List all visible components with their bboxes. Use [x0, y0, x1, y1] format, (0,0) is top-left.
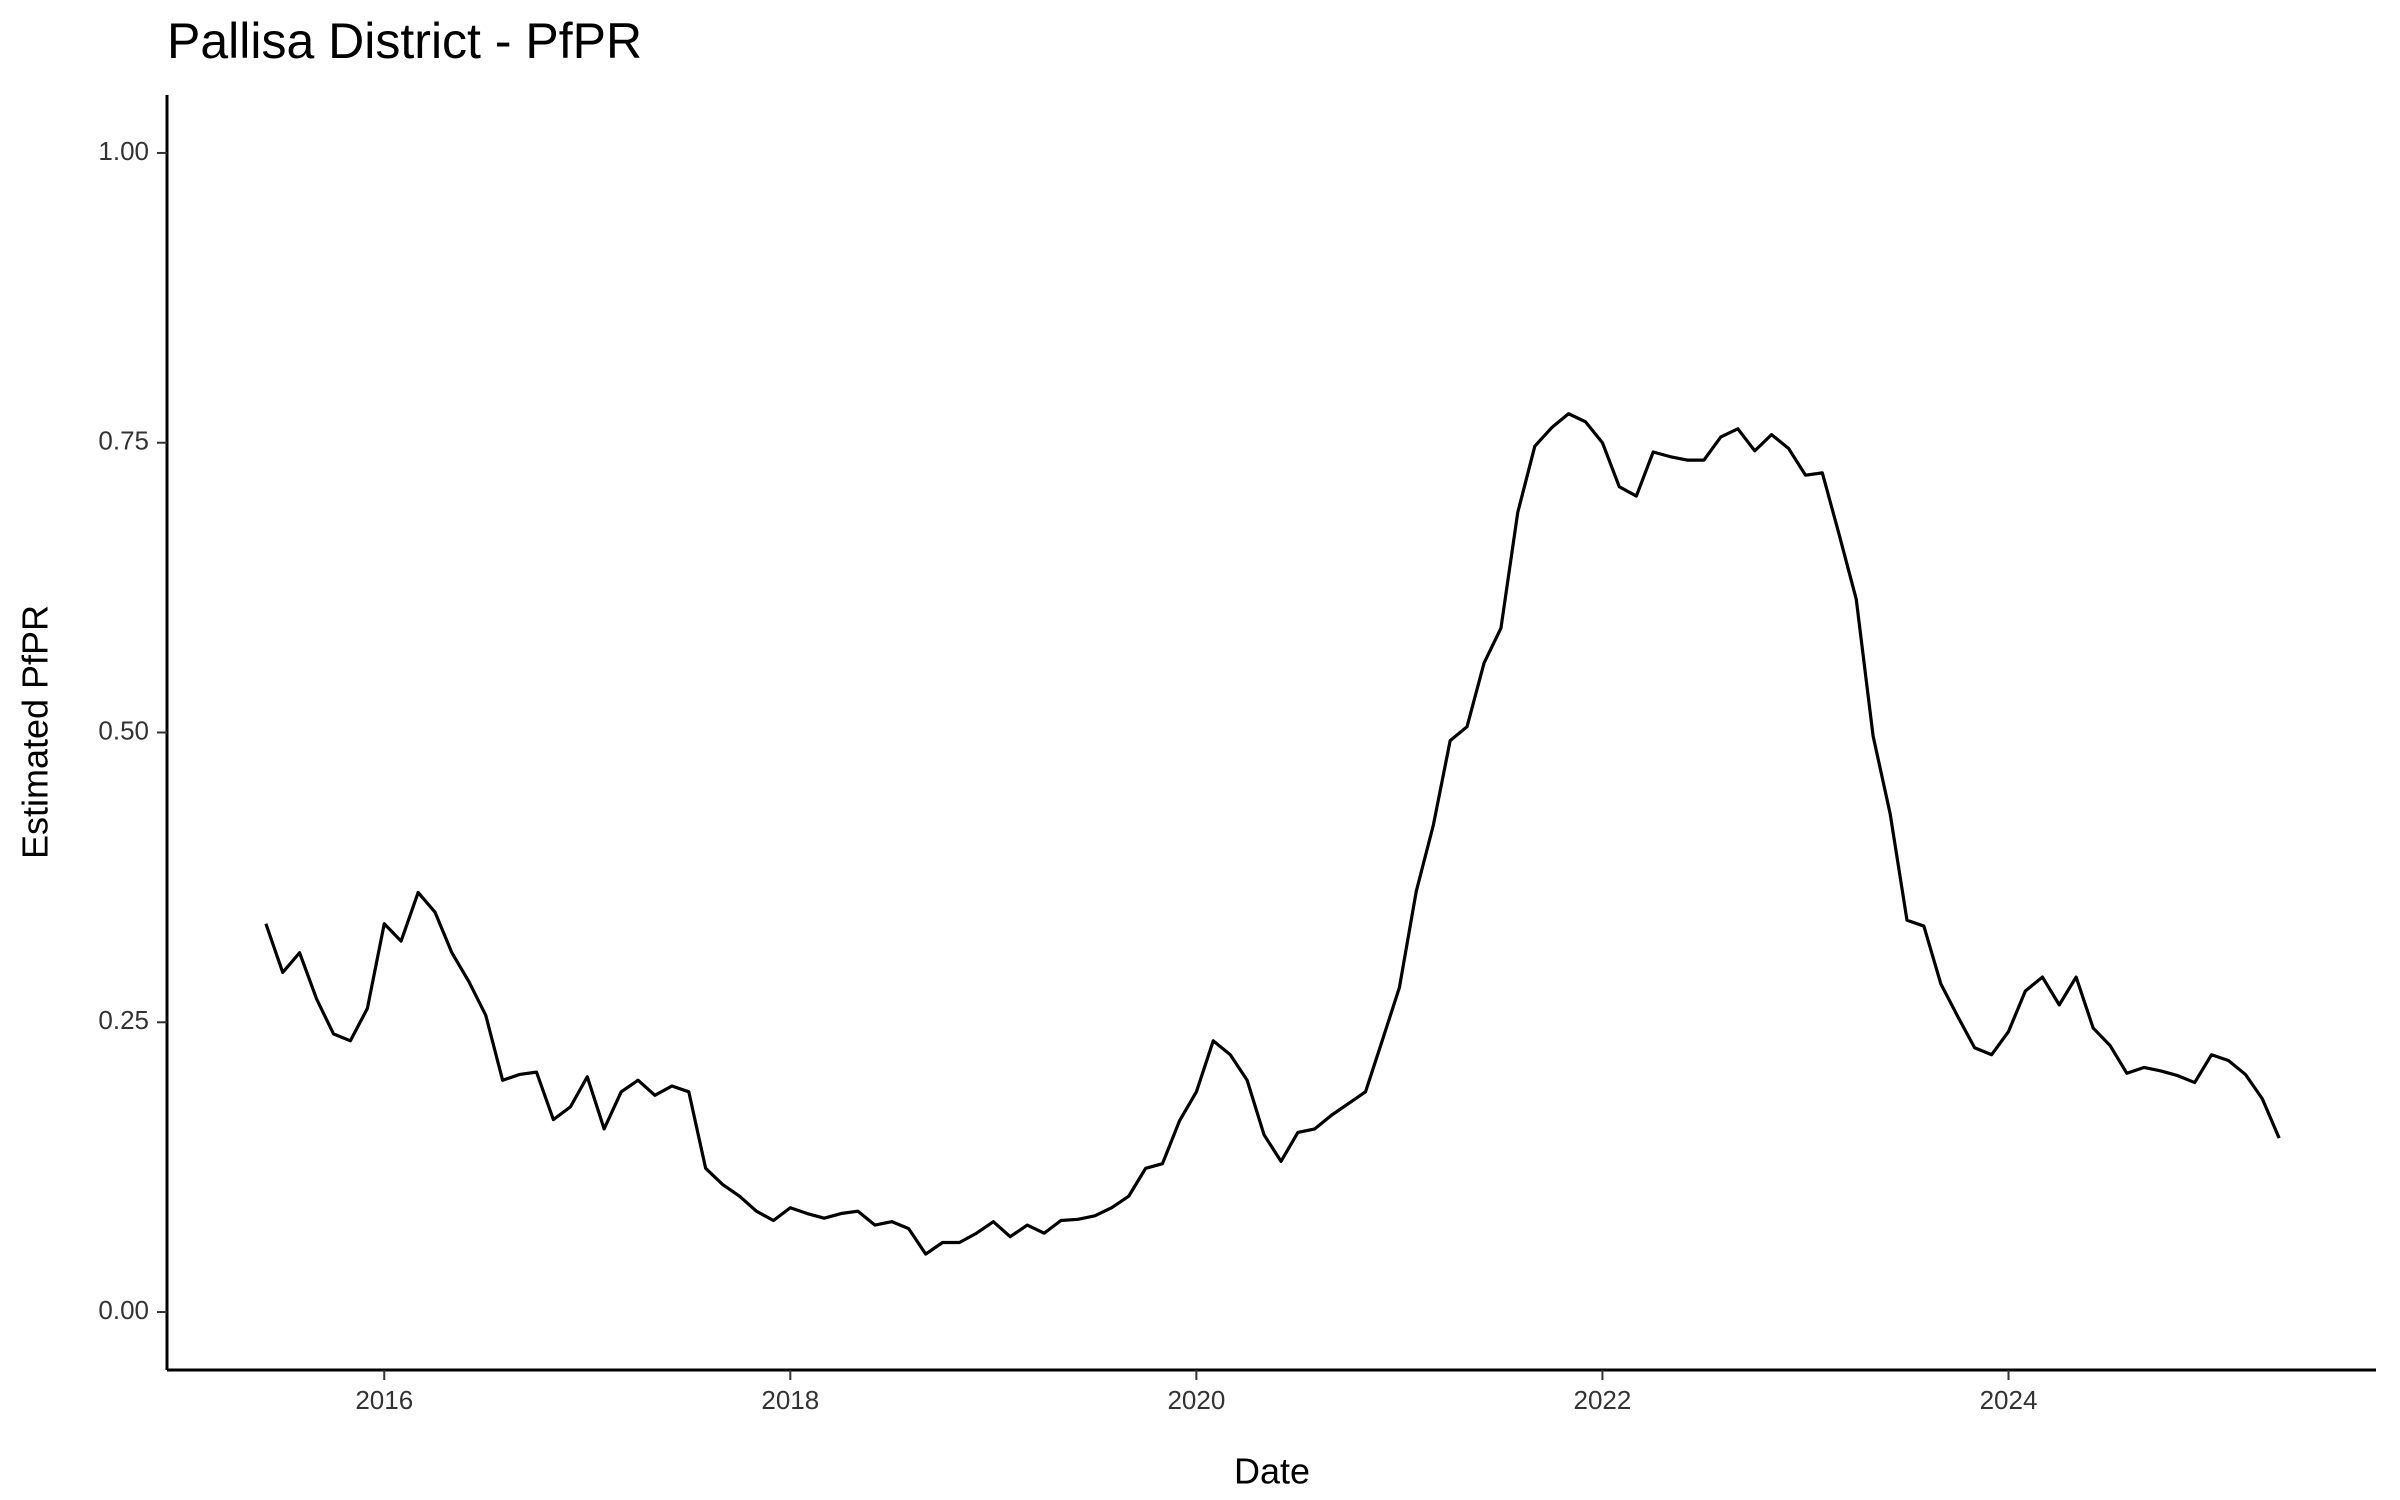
y-tick-label: 0.25: [98, 1005, 149, 1035]
y-tick-label: 1.00: [98, 136, 149, 166]
data-line: [264, 412, 2281, 1256]
y-tick-label: 0.75: [98, 426, 149, 456]
x-tick-label: 2018: [761, 1385, 819, 1415]
x-tick-label: 2024: [1980, 1385, 2038, 1415]
x-tick-label: 2020: [1167, 1385, 1225, 1415]
x-tick-label: 2016: [355, 1385, 413, 1415]
x-axis-label: Date: [1234, 1451, 1310, 1492]
y-axis-label: Estimated PfPR: [15, 605, 56, 859]
x-tick-label: 2022: [1574, 1385, 1632, 1415]
chart-title: Pallisa District - PfPR: [167, 13, 642, 69]
y-tick-label: 0.00: [98, 1295, 149, 1325]
y-tick-label: 0.50: [98, 715, 149, 745]
